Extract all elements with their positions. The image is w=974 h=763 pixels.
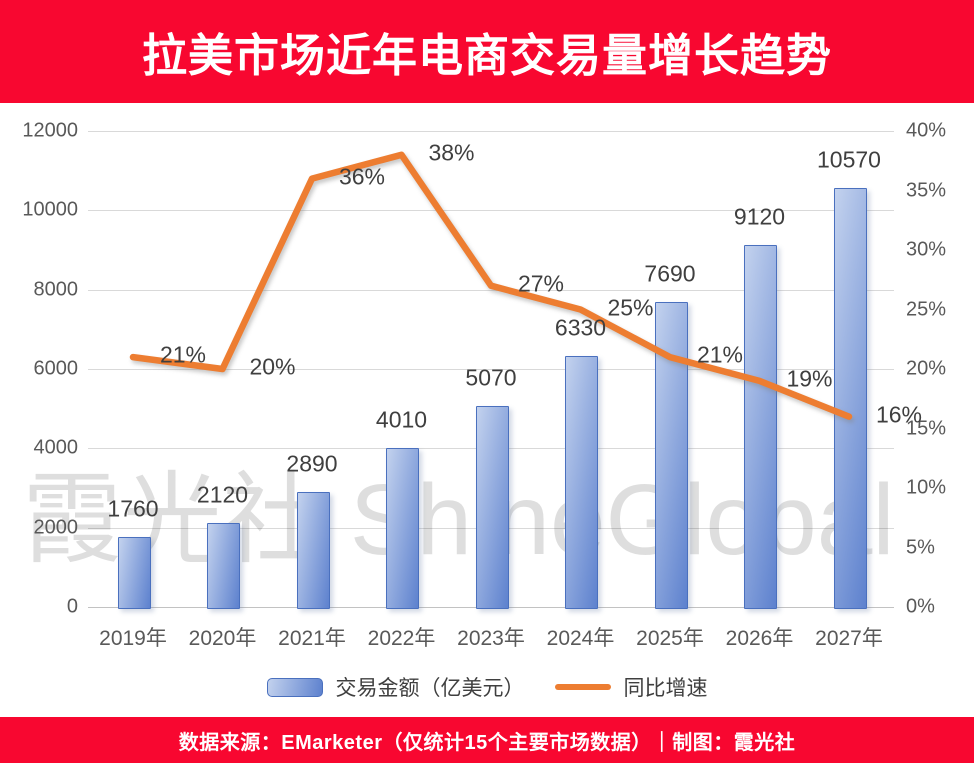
y-axis-tick-left: 10000 bbox=[22, 198, 78, 221]
y-axis-tick-right: 30% bbox=[906, 238, 947, 261]
legend-bar-label: 交易金额（亿美元） bbox=[335, 677, 525, 700]
line-point-label: 25% bbox=[607, 294, 654, 320]
page-title: 拉美市场近年电商交易量增长趋势 bbox=[141, 30, 832, 81]
watermark-text: 霞光社 Sh bbox=[22, 464, 473, 576]
x-axis-tick: 2020年 bbox=[188, 627, 257, 650]
y-axis-tick-right: 25% bbox=[906, 298, 947, 320]
header-banner: 拉美市场近年电商交易量增长趋势 bbox=[0, 0, 974, 103]
x-axis-tick: 2023年 bbox=[457, 627, 525, 650]
x-axis-tick: 2024年 bbox=[546, 627, 615, 650]
grid-line bbox=[88, 210, 894, 212]
line-point-label: 27% bbox=[517, 270, 565, 297]
grid-line bbox=[88, 607, 894, 608]
line-point-label: 38% bbox=[428, 139, 475, 166]
data-source-credit: 数据来源：EMarketer（仅统计15个主要市场数据）｜制图：霞光社 bbox=[178, 731, 796, 754]
bar-value-label: 7690 bbox=[644, 260, 696, 287]
line-point-label: 21% bbox=[696, 341, 744, 368]
line-point-label: 19% bbox=[786, 365, 833, 392]
grid-line bbox=[88, 131, 894, 132]
growth-line-path bbox=[129, 151, 853, 420]
footer-banner: 数据来源：EMarketer（仅统计15个主要市场数据）｜制图：霞光社 bbox=[0, 717, 974, 763]
line-point-label: 36% bbox=[338, 163, 386, 190]
y-axis-tick-right: 40% bbox=[906, 119, 947, 142]
y-axis-tick-left: 8000 bbox=[33, 278, 79, 301]
x-axis-tick: 2025年 bbox=[636, 627, 704, 650]
line-point-label: 21% bbox=[159, 341, 207, 368]
bar-value-label: 5070 bbox=[465, 364, 517, 391]
y-axis-tick-left: 6000 bbox=[33, 357, 79, 380]
legend-line-swatch bbox=[554, 684, 611, 690]
chart-canvas: 霞光社 ShineGlobal 12000 10000 8000 6000 4000 20… bbox=[0, 103, 974, 717]
line-point-label: 20% bbox=[249, 353, 296, 380]
y-axis-tick-left: 12000 bbox=[22, 119, 78, 142]
bar-value-label: 10570 bbox=[817, 146, 881, 173]
y-axis-tick-left: 0 bbox=[66, 595, 78, 618]
y-axis-tick-right: 20% bbox=[906, 357, 947, 380]
bar-value-label: 9120 bbox=[733, 203, 786, 230]
bar-value-label: 6330 bbox=[554, 314, 607, 341]
bar-value-label: 4010 bbox=[375, 406, 428, 433]
y-axis-tick-right: 5% bbox=[906, 536, 935, 558]
x-axis-tick: 2027年 bbox=[815, 627, 883, 650]
x-axis-tick: 2026年 bbox=[725, 627, 794, 650]
line-point-label: 16% bbox=[875, 401, 923, 428]
x-axis-tick: 2021年 bbox=[278, 627, 346, 650]
watermark-accent-letter: i bbox=[472, 464, 495, 576]
y-axis-tick-right: 15% bbox=[906, 417, 947, 439]
y-axis-tick-right: 10% bbox=[906, 476, 947, 499]
x-axis-tick: 2019年 bbox=[99, 627, 167, 650]
chart-legend: 交易金额（亿美元） 同比增速 bbox=[0, 672, 974, 702]
y-axis-tick-right: 0% bbox=[906, 595, 935, 618]
watermark-text: neGlobal bbox=[494, 464, 895, 576]
legend-bar-swatch bbox=[266, 677, 323, 697]
grid-line bbox=[88, 369, 894, 370]
y-axis-tick-right: 35% bbox=[906, 179, 947, 201]
x-axis-tick: 2022年 bbox=[367, 627, 436, 650]
legend-line-label: 同比增速 bbox=[623, 677, 708, 700]
watermark: 霞光社 ShineGlobal bbox=[22, 455, 895, 585]
grid-line bbox=[88, 448, 894, 450]
grid-line bbox=[88, 289, 894, 291]
